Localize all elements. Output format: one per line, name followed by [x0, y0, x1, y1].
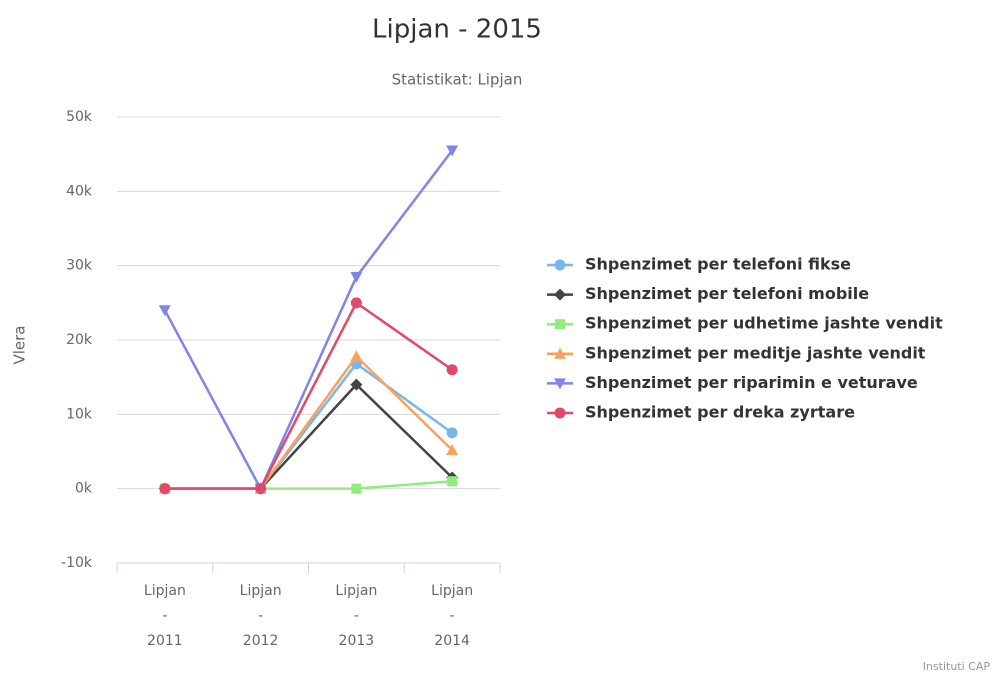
- legend-label: Shpenzimet per telefoni mobile: [585, 284, 869, 303]
- series: [159, 297, 458, 495]
- series-line: [163, 149, 454, 492]
- series: [158, 145, 459, 495]
- credits: Instituti CAP: [923, 660, 991, 673]
- x-tick-label: Lipjan -2013: [335, 583, 377, 649]
- data-point: [447, 476, 458, 487]
- legend-item: Shpenzimet per telefoni mobile: [547, 284, 869, 303]
- series: [158, 350, 459, 494]
- x-tick-label: Lipjan -2012: [240, 583, 282, 649]
- x-tick-label: Lipjan -2014: [431, 583, 473, 649]
- chart-subtitle: Statistikat: Lipjan: [392, 71, 523, 89]
- data-point: [446, 364, 458, 376]
- y-tick-label: 20k: [66, 332, 93, 348]
- y-axis-label: Vlera: [11, 325, 29, 364]
- y-tick-label: 0k: [75, 481, 93, 497]
- legend-label: Shpenzimet per dreka zyrtare: [585, 403, 855, 422]
- data-point: [350, 271, 363, 283]
- legend-symbol: [554, 378, 566, 390]
- data-point: [446, 427, 458, 439]
- legend-item: Shpenzimet per meditje jashte vendit: [547, 343, 926, 362]
- legend-symbol: [554, 347, 566, 359]
- legend-label: Shpenzimet per riparimin e veturave: [585, 373, 918, 392]
- series-line: [164, 354, 453, 490]
- y-tick-label: -10k: [61, 555, 93, 571]
- legend-symbol: [554, 288, 566, 301]
- y-tick-label: 50k: [66, 109, 93, 125]
- data-point: [350, 378, 363, 391]
- legend-symbol: [554, 259, 566, 271]
- legend-label: Shpenzimet per meditje jashte vendit: [585, 343, 926, 362]
- legend-symbol: [554, 407, 566, 419]
- legend-item: Shpenzimet per telefoni fikse: [547, 255, 851, 274]
- legend-symbol: [555, 319, 565, 330]
- data-point: [446, 444, 459, 456]
- data-point: [350, 350, 363, 362]
- data-point: [159, 483, 171, 495]
- legend-item: Shpenzimet per riparimin e veturave: [547, 373, 918, 392]
- x-tick-label: Lipjan -2011: [144, 583, 186, 649]
- legend-label: Shpenzimet per telefoni fikse: [585, 255, 851, 274]
- y-tick-label: 10k: [66, 406, 93, 422]
- legend-item: Shpenzimet per udhetime jashte vendit: [547, 314, 943, 333]
- series-line: [164, 382, 453, 490]
- data-point: [446, 145, 459, 157]
- data-point: [350, 297, 362, 309]
- series: [159, 476, 458, 494]
- series: [159, 358, 458, 495]
- chart-title: Lipjan - 2015: [372, 15, 542, 45]
- y-tick-label: 40k: [66, 183, 93, 199]
- y-tick-label: 30k: [66, 258, 93, 274]
- data-point: [351, 483, 362, 494]
- data-point: [158, 305, 171, 317]
- data-point: [255, 483, 267, 495]
- series-line: [164, 300, 453, 490]
- legend-label: Shpenzimet per udhetime jashte vendit: [585, 314, 943, 333]
- legend-item: Shpenzimet per dreka zyrtare: [547, 403, 855, 422]
